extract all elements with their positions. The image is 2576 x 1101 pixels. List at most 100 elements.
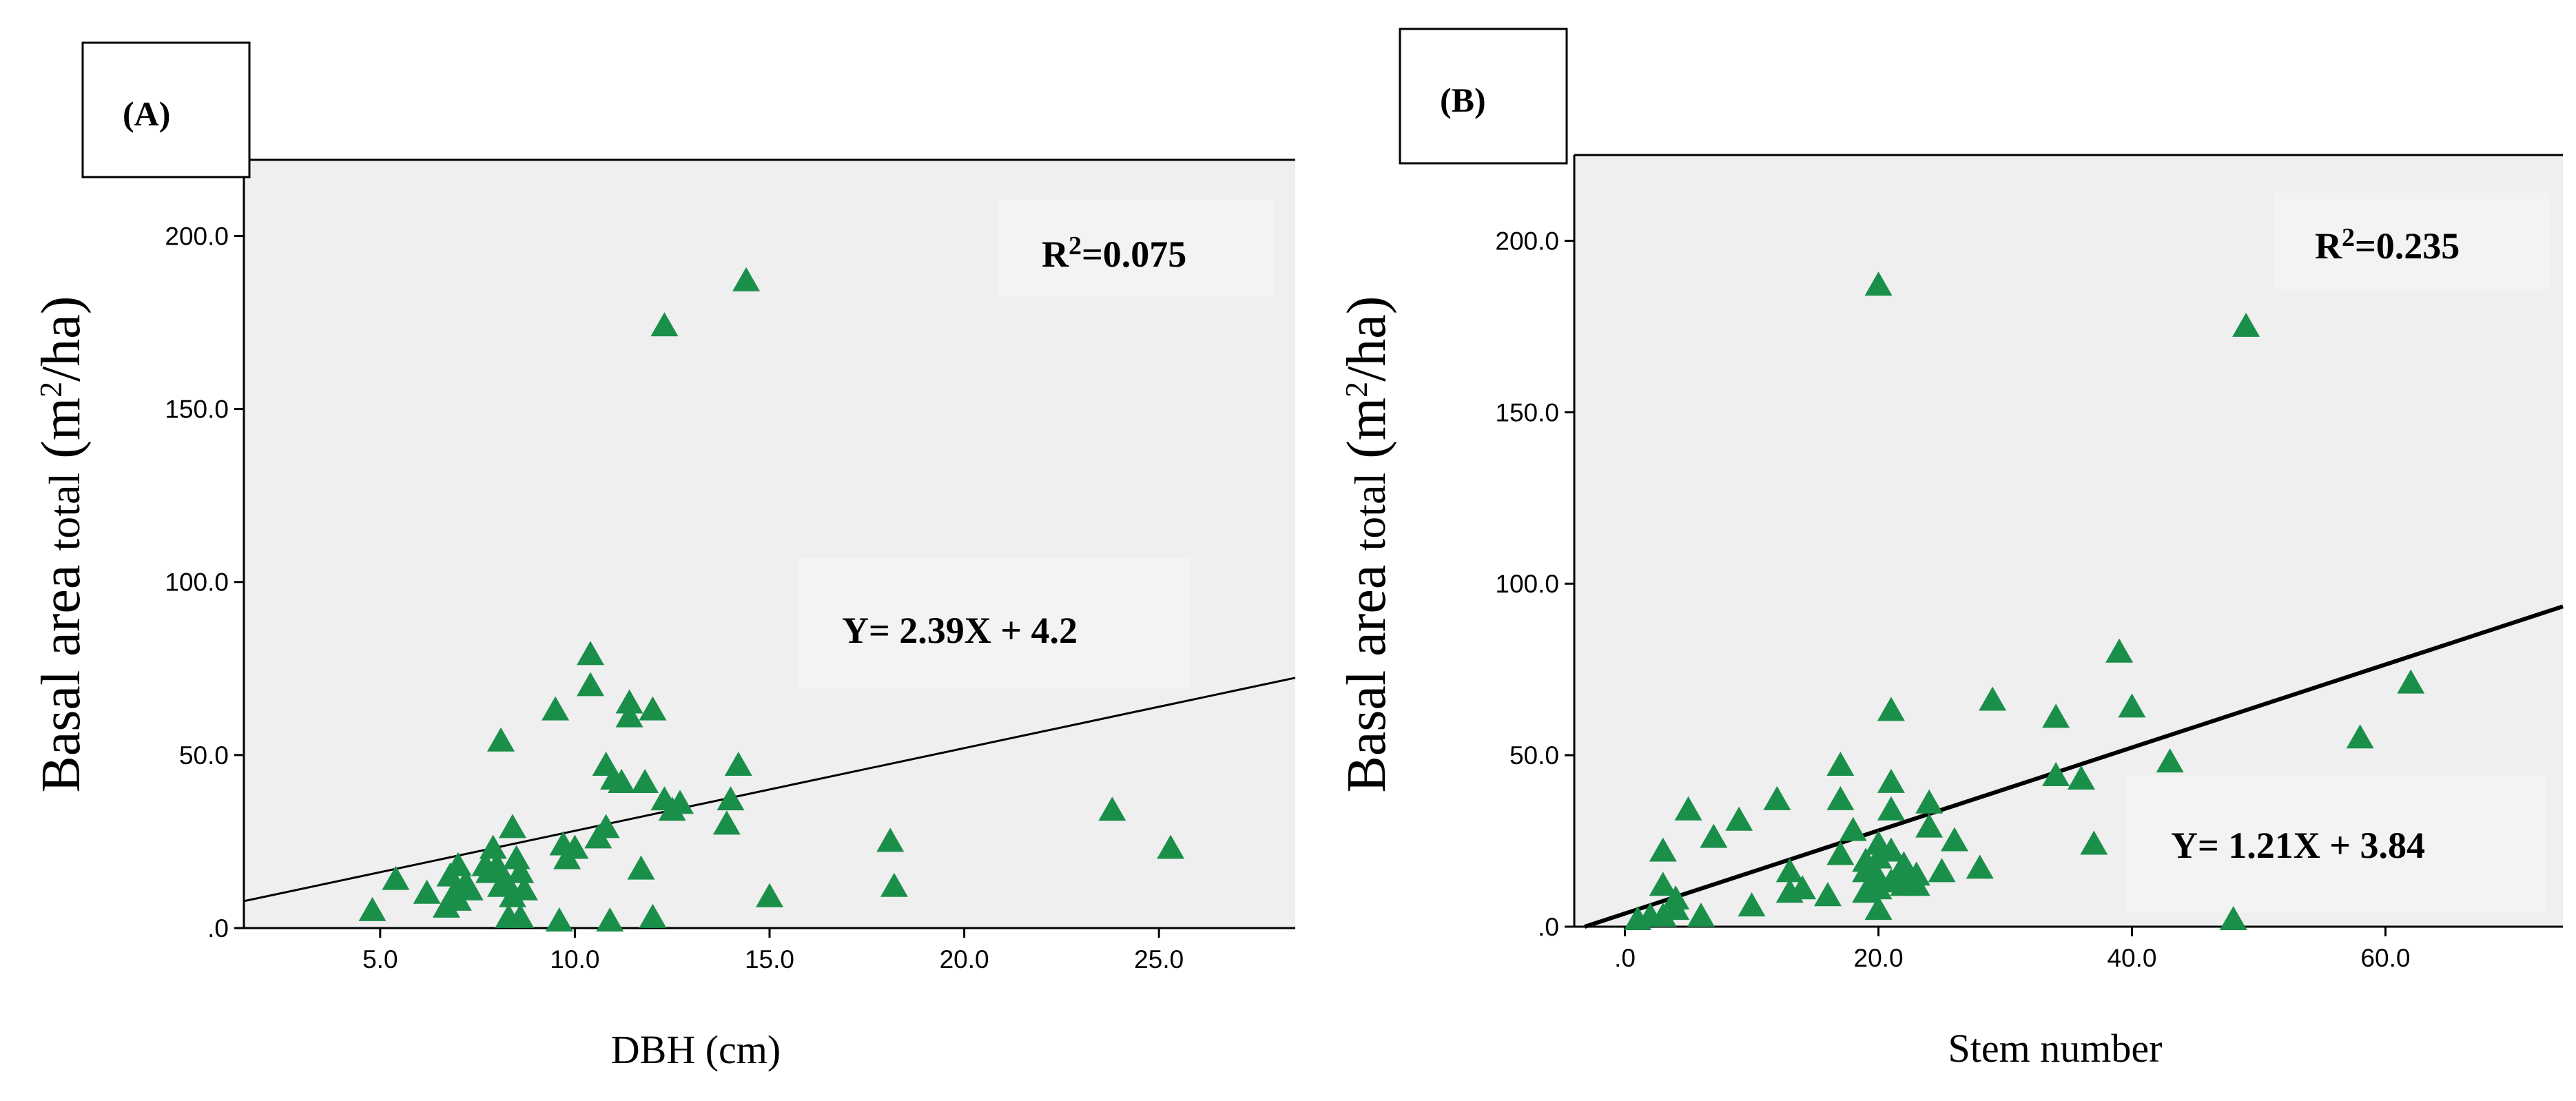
panel-b-data-point	[1864, 875, 1893, 900]
panel-a-data-point	[876, 827, 905, 852]
panel-b-data-point	[2042, 761, 2070, 786]
panel-b-data-point	[1940, 827, 1968, 852]
panel-b-equation-box	[2125, 775, 2546, 913]
panel-a-data-point	[506, 858, 535, 883]
panel-b-data-point	[1725, 806, 1753, 831]
panel-a-x-axis-title: DBH (cm)	[611, 1027, 781, 1072]
panel-b-r2-box	[2274, 193, 2549, 289]
panel-b-data-point	[2232, 312, 2260, 337]
panel-b-x-tick-label: 40.0	[2107, 944, 2156, 972]
panel-b-y-tick-label: 200.0	[1495, 227, 1559, 255]
panel-a-data-point	[577, 672, 605, 697]
panel-a-data-point	[615, 703, 643, 728]
panel-b-data-point	[1928, 858, 1956, 883]
panel-a-r2-box	[999, 200, 1275, 296]
panel-a-data-point	[413, 879, 441, 904]
panel-b-data-point	[1763, 785, 1791, 810]
panel-a-x-tick-label: 25.0	[1134, 945, 1184, 974]
panel-b-data-point	[1915, 789, 1944, 814]
panel-a-y-tick-label: 50.0	[179, 741, 229, 770]
panel-b-y-tick-label: 150.0	[1495, 398, 1559, 426]
panel-a-data-point	[382, 865, 410, 890]
panel-b-data-point	[1738, 892, 1766, 917]
panel-b-fit-line-group	[1584, 604, 2564, 929]
panel-a-x-tick-label: 5.0	[362, 945, 398, 974]
panel-a-label-box	[81, 41, 251, 178]
panel-b-y-tick-label: 50.0	[1509, 741, 1559, 770]
panel-b-data-point	[2397, 669, 2425, 694]
panel-b-label-box	[1399, 28, 1568, 165]
panel-b-data-point	[1877, 796, 1905, 821]
panel-b-data-point	[1826, 841, 1855, 865]
panel-a-y-tick-label: 100.0	[165, 568, 229, 597]
panel-b-y-tick-label: .0	[1538, 913, 1559, 941]
panel-b-data-point	[1775, 858, 1804, 883]
panel-b-data-point	[1839, 816, 1867, 841]
panel-b-data-point	[1700, 823, 1728, 848]
panel-a-chart: 5.0 10.0 15.0 20.0 25.0 .0 50.0 100.0 150.0 200.0…	[31, 41, 1296, 1072]
panel-b-data-point	[2156, 748, 2184, 773]
panel-b-data-point	[1864, 844, 1893, 869]
panel-a-data-point	[615, 689, 643, 714]
panel-a-data-point	[650, 312, 679, 337]
panel-b-data-point	[1915, 813, 1944, 838]
panel-a-fit-line-group	[243, 677, 1296, 903]
panel-a-y-axis-title: Basal area total (m2/ha)	[31, 296, 92, 793]
panel-b-data-point	[1979, 686, 2007, 711]
panel-a-data-point	[712, 810, 741, 835]
panel-a-data-point	[498, 814, 526, 838]
panel-a-data-point	[479, 834, 507, 859]
panel-b-y-tick-label: 100.0	[1495, 570, 1559, 598]
panel-a-data-point	[487, 727, 515, 752]
panel-b-chart: .0 20.0 40.0 60.0 .0 50.0 100.0 150.0 200.0 R2=0…	[1337, 28, 2564, 1071]
panel-b-r2-label: R2=0.235	[2315, 223, 2460, 267]
panel-a-y-tick-label: .0	[207, 914, 229, 943]
panel-a-data-point	[756, 883, 783, 907]
panel-b-data-point	[2080, 830, 2108, 855]
panel-a-data-point	[502, 845, 530, 870]
panel-a-data-point	[627, 855, 655, 880]
panel-a-data-point	[1157, 834, 1185, 859]
panel-a-data-point	[592, 814, 620, 838]
panel-a-data-point	[444, 852, 472, 876]
panel-b-x-tick-label: .0	[1614, 944, 1636, 972]
panel-a-x-tick-label: 20.0	[940, 945, 989, 974]
panel-b-ticks: .0 20.0 40.0 60.0 .0 50.0 100.0 150.0 200.0	[1495, 227, 2410, 972]
panel-b-data-point	[1864, 271, 1893, 296]
panel-a-data-point	[1098, 796, 1126, 821]
panel-a-points	[358, 267, 1185, 932]
panel-b-x-tick-label: 60.0	[2360, 944, 2410, 972]
panel-b-data-point	[1674, 796, 1702, 821]
panel-a-data-point	[498, 883, 526, 907]
panel-a-data-point	[545, 907, 573, 932]
panel-b-data-point	[1902, 872, 1930, 896]
panel-a-data-point	[717, 786, 745, 811]
panel-a-data-point	[631, 769, 659, 794]
panel-b-y-axis-title: Basal area total (m2/ha)	[1337, 296, 1397, 793]
panel-b-data-point	[1813, 882, 1842, 907]
panel-a-data-point	[542, 696, 570, 721]
panel-b-data-point	[1649, 872, 1677, 896]
panel-a-data-point	[577, 641, 605, 666]
panel-a-data-point	[455, 876, 484, 901]
panel-a-equation-box	[797, 558, 1190, 689]
panel-a-data-point	[596, 907, 624, 932]
panel-b-data-point	[1649, 837, 1677, 862]
panel-a-data-point	[608, 769, 636, 794]
panel-b-data-point	[2346, 724, 2374, 749]
panel-b-label: (B)	[1440, 81, 1486, 119]
panel-a-data-point	[432, 893, 460, 918]
panel-b-data-point	[1966, 854, 1994, 879]
panel-a-data-point	[639, 696, 667, 721]
panel-a-data-point	[358, 896, 387, 921]
panel-a-equation-label: Y= 2.39X + 4.2	[842, 610, 1078, 651]
panel-b-data-point	[1789, 875, 1817, 900]
panel-b-data-point	[1649, 903, 1677, 927]
panel-a-data-point	[510, 876, 538, 901]
panel-b-data-point	[2219, 906, 2247, 931]
panel-a-x-tick-label: 15.0	[745, 945, 794, 974]
panel-b-data-point	[1877, 697, 1905, 721]
panel-b-data-point	[2067, 765, 2095, 790]
panel-b-data-point	[1877, 837, 1905, 862]
